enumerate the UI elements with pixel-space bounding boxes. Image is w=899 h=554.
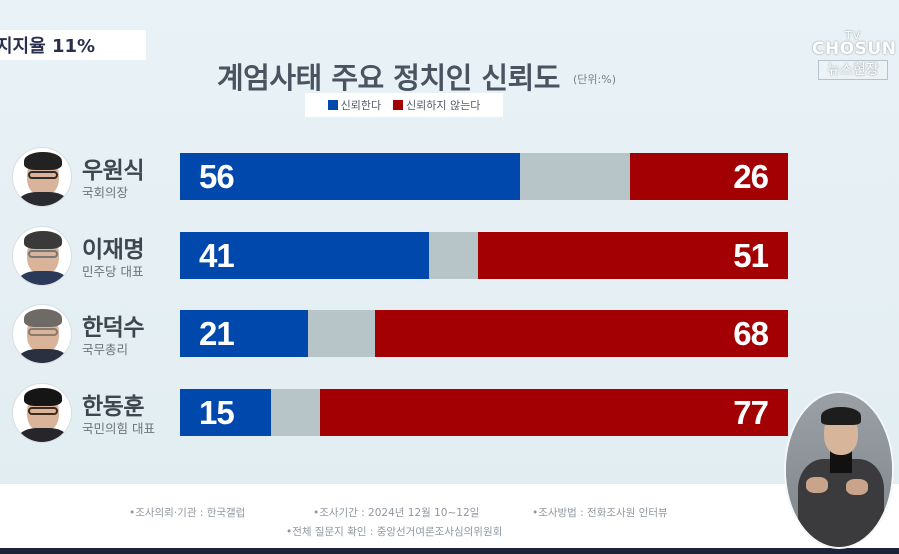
channel-logo: TV CHOSUN 뉴스현장 <box>812 29 897 80</box>
trust-value: 15 <box>199 393 235 431</box>
person-name: 한덕수 <box>82 315 144 341</box>
ticker-label: 지지율 11% <box>0 30 146 60</box>
stacked-bar: 56 26 <box>180 153 788 200</box>
distrust-value: 51 <box>733 236 769 274</box>
distrust-value: 68 <box>733 314 769 352</box>
legend: 신뢰한다 신뢰하지 않는다 <box>305 93 503 117</box>
bar-segment-trust: 15 <box>180 389 272 436</box>
chart-title: 계엄사태 주요 정치인 신뢰도 <box>217 61 560 95</box>
person-name: 우원식 <box>82 158 144 184</box>
footer-client: •조사의뢰·기관 : 한국갤럽 <box>129 507 246 519</box>
avatar <box>12 226 72 286</box>
bar-segment-distrust: 26 <box>629 153 788 200</box>
person-role: 민주당 대표 <box>82 264 144 279</box>
footer-method: •조사방법 : 전화조사원 인터뷰 <box>532 507 668 519</box>
footer-period: •조사기간 : 2024년 12월 10~12일 <box>313 507 480 519</box>
avatar <box>12 383 72 443</box>
unit-label: (단위:%) <box>573 73 616 86</box>
legend-item-trust: 신뢰한다 <box>327 97 382 113</box>
trust-value: 21 <box>199 314 235 352</box>
logo-chosun: CHOSUN <box>812 39 897 59</box>
person-name: 이재명 <box>82 237 144 263</box>
bar-segment-distrust: 68 <box>374 310 788 357</box>
bar-segment-distrust: 77 <box>319 389 788 436</box>
person-name: 한동훈 <box>82 394 144 420</box>
bar-segment-trust: 56 <box>180 153 521 200</box>
bar-segment-none <box>271 389 320 436</box>
bar-segment-distrust: 51 <box>477 232 788 279</box>
bar-segment-trust: 41 <box>180 232 430 279</box>
glasses-icon <box>28 250 58 258</box>
bar-segment-none <box>520 153 630 200</box>
suit-shape <box>19 349 67 363</box>
glasses-icon <box>28 407 58 415</box>
footer-panel <box>0 484 899 548</box>
distrust-value: 77 <box>733 393 769 431</box>
legend-label: 신뢰한다 <box>340 99 382 112</box>
program-name: 뉴스현장 <box>818 60 888 80</box>
glasses-icon <box>28 171 58 179</box>
avatar <box>12 304 72 364</box>
chart-row: 한덕수 국무총리 21 68 <box>0 303 899 365</box>
distrust-value: 26 <box>733 157 769 195</box>
suit-shape <box>19 428 67 442</box>
bar-segment-none <box>307 310 375 357</box>
hair-shape <box>24 309 62 327</box>
stacked-bar: 21 68 <box>180 310 788 357</box>
chart-row: 이재명 민주당 대표 41 51 <box>0 225 899 287</box>
bar-segment-trust: 21 <box>180 310 308 357</box>
interpreter-body <box>798 459 884 547</box>
avatar <box>12 147 72 207</box>
hair-shape <box>24 152 62 170</box>
logo-tv: TV <box>844 29 862 42</box>
hand-icon <box>806 477 828 493</box>
chart-row: 한동훈 국민의힘 대표 15 77 <box>0 382 899 444</box>
person-role: 국회의장 <box>82 185 129 200</box>
legend-label: 신뢰하지 않는다 <box>406 99 481 112</box>
ticker-text: 지지율 11% <box>0 36 96 57</box>
person-role: 국무총리 <box>82 342 129 357</box>
footer-questionnaire: •전체 질문지 확인 : 중앙선거여론조사심의위원회 <box>286 526 503 538</box>
glasses-icon <box>28 328 58 336</box>
hair-shape <box>24 231 62 249</box>
stacked-bar: 41 51 <box>180 232 788 279</box>
person-role: 국민의힘 대표 <box>82 421 155 436</box>
suit-shape <box>19 192 67 206</box>
suit-shape <box>19 271 67 285</box>
chart-row: 우원식 국회의장 56 26 <box>0 146 899 208</box>
hand-icon <box>846 479 868 495</box>
legend-item-distrust: 신뢰하지 않는다 <box>393 97 480 113</box>
bottom-strip <box>0 548 899 554</box>
trust-value: 56 <box>199 157 235 195</box>
bar-segment-none <box>429 232 478 279</box>
distrust-swatch-icon <box>393 100 404 110</box>
stacked-bar: 15 77 <box>180 389 788 436</box>
trust-swatch-icon <box>327 100 338 110</box>
sign-language-interpreter <box>784 391 894 549</box>
trust-value: 41 <box>199 236 235 274</box>
hair-shape <box>24 388 62 406</box>
